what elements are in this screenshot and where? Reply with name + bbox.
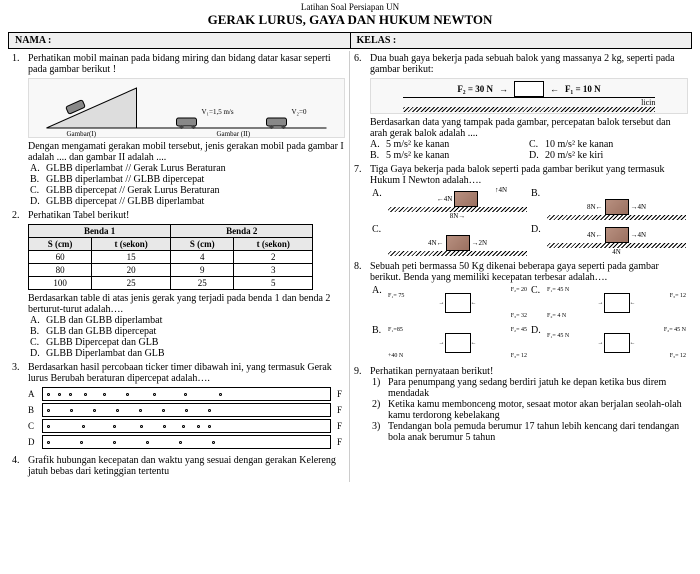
question-8: 8. Sebuah peti bermassa 50 Kg dikenai be… bbox=[354, 261, 688, 363]
q1-num: 1. bbox=[12, 53, 28, 207]
question-6: 6. Dua buah gaya bekerja pada sebuah bal… bbox=[354, 53, 688, 161]
q8-box-b: F₁=85 +40 N→ ←F₂= 45 F₃= 12 bbox=[388, 325, 527, 361]
name-class-fields: NAMA : KELAS : bbox=[8, 32, 692, 49]
ticker-b: F bbox=[42, 403, 331, 417]
q9-num: 9. bbox=[354, 366, 370, 443]
q2-num: 2. bbox=[12, 210, 28, 359]
nama-label: NAMA : bbox=[9, 33, 351, 48]
q7-diag-c: 4N←→2N bbox=[388, 224, 527, 256]
q1-options: A.GLBB diperlambat // Gerak Lurus Beratu… bbox=[28, 163, 345, 207]
q3-tickers: AF BF CF DF bbox=[28, 387, 345, 449]
q1-followup: Dengan mengamati gerakan mobil tersebut,… bbox=[28, 141, 345, 163]
question-3: 3. Berdasarkan hasil percobaan ticker ti… bbox=[12, 362, 345, 452]
q8-box-c: F₁= 45 N F₂= 4 N→ ←F₃= 12 bbox=[547, 285, 686, 321]
q8-num: 8. bbox=[354, 261, 370, 363]
q2-text: Perhatikan Tabel berikut! bbox=[28, 210, 345, 221]
q2-table: Benda 1Benda 2 S (cm)t (sekon)S (cm)t (s… bbox=[28, 224, 313, 290]
question-9: 9. Perhatikan pernyataan berikut! 1)Para… bbox=[354, 366, 688, 443]
title: GERAK LURUS, GAYA DAN HUKUM NEWTON bbox=[0, 12, 700, 28]
q4-text: Grafik hubungan kecepatan dan waktu yang… bbox=[28, 455, 345, 477]
q7-text: Tiga Gaya bekerja pada balok seperti pad… bbox=[370, 164, 688, 186]
q6-text: Dua buah gaya bekerja pada sebuah balok … bbox=[370, 53, 688, 75]
q6-diagram: F₂ = 30 N→ ←F₁ = 10 N licin bbox=[370, 78, 688, 114]
q6-followup: Berdasarkan data yang tampak pada gambar… bbox=[370, 117, 688, 139]
q2-followup: Berdasarkan table di atas jenis gerak ya… bbox=[28, 293, 345, 315]
q3-num: 3. bbox=[12, 362, 28, 452]
q8-box-d: F₁= 45 N→ ←F₂= 45 N F₃= 12 bbox=[547, 325, 686, 361]
q6-num: 6. bbox=[354, 53, 370, 161]
q8-box-a: F₁= 75→ ←F₂= 20 F₃= 32 bbox=[388, 285, 527, 321]
q6-options: A.5 m/s² ke kanan C.10 m/s² ke kanan B.5… bbox=[370, 139, 688, 161]
q8-options: A. F₁= 75→ ←F₂= 20 F₃= 32 C. F₁= 45 N F₂… bbox=[370, 283, 688, 363]
q7-diag-d: 4N←→4N 4N bbox=[547, 224, 686, 256]
q8-text: Sebuah peti bermassa 50 Kg dikenai beber… bbox=[370, 261, 688, 283]
q7-num: 7. bbox=[354, 164, 370, 258]
q7-diag-a: ←4N↑4N 8N→ bbox=[388, 188, 527, 220]
left-column: 1. Perhatikan mobil mainan pada bidang m… bbox=[8, 51, 350, 482]
question-1: 1. Perhatikan mobil mainan pada bidang m… bbox=[12, 53, 345, 207]
question-2: 2. Perhatikan Tabel berikut! Benda 1Bend… bbox=[12, 210, 345, 359]
right-column: 6. Dua buah gaya bekerja pada sebuah bal… bbox=[350, 51, 692, 482]
question-4: 4. Grafik hubungan kecepatan dan waktu y… bbox=[12, 455, 345, 477]
q9-text: Perhatikan pernyataan berikut! bbox=[370, 366, 688, 377]
kelas-label: KELAS : bbox=[351, 33, 692, 48]
ticker-a: F bbox=[42, 387, 331, 401]
q9-items: 1)Para penumpang yang sedang berdiri jat… bbox=[370, 377, 688, 443]
q1-text: Perhatikan mobil mainan pada bidang miri… bbox=[28, 53, 345, 75]
svg-text:Gambar (II): Gambar (II) bbox=[217, 130, 251, 138]
q7-diag-b: 8N←→4N bbox=[547, 188, 686, 220]
q1-diagram: V₁=1,5 m/s V₂=0 Gambar(I) Gambar (II) bbox=[28, 78, 345, 138]
q7-options: A. ←4N↑4N 8N→ B. 8N←→4N C. bbox=[370, 186, 688, 258]
subtitle: Latihan Soal Persiapan UN bbox=[0, 2, 700, 12]
v1-label: V₁=1,5 m/s bbox=[202, 108, 234, 116]
q3-text: Berdasarkan hasil percobaan ticker timer… bbox=[28, 362, 345, 384]
q2-options: A.GLB dan GLBB diperlambat B.GLB dan GLB… bbox=[28, 315, 345, 359]
v2-label: V₂=0 bbox=[292, 108, 307, 116]
svg-text:Gambar(I): Gambar(I) bbox=[67, 130, 97, 138]
ticker-d: F bbox=[42, 435, 331, 449]
ticker-c: F bbox=[42, 419, 331, 433]
q4-num: 4. bbox=[12, 455, 28, 477]
question-7: 7. Tiga Gaya bekerja pada balok seperti … bbox=[354, 164, 688, 258]
